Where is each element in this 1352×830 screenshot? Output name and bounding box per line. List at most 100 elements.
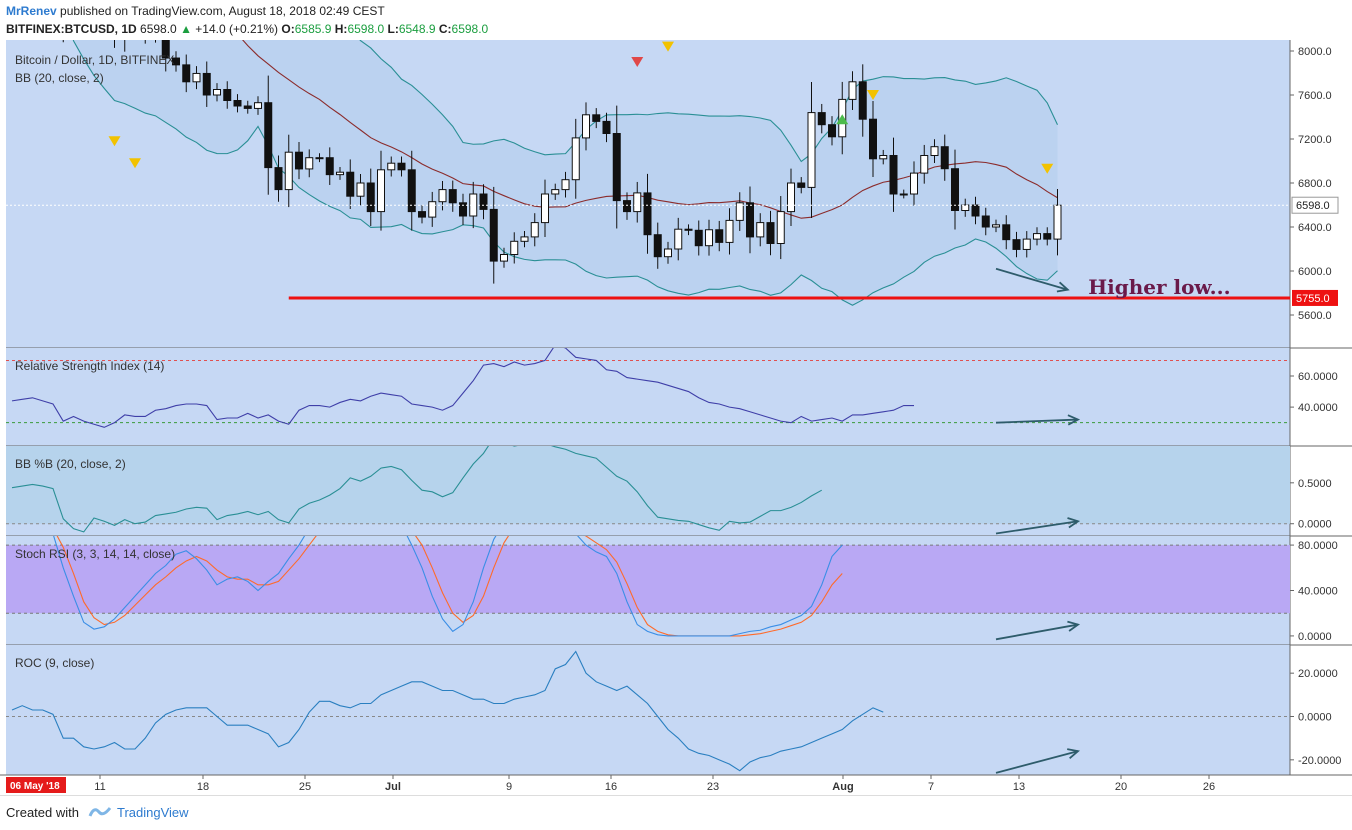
candle-body	[1053, 204, 1062, 240]
candle-body	[1012, 239, 1021, 250]
y-tick-label: 40.0000	[1298, 586, 1338, 598]
y-tick-label: 20.0000	[1298, 668, 1338, 680]
up-triangle-icon: ▲	[180, 22, 192, 36]
candle-body	[879, 155, 888, 160]
candle-body	[295, 151, 303, 170]
roc-panel	[6, 650, 1290, 774]
candle-body	[336, 171, 344, 176]
panel-background	[6, 348, 1290, 446]
candle-body	[1033, 233, 1041, 240]
publish-line: MrRenev published on TradingView.com, Au…	[6, 4, 385, 18]
candle-body	[766, 222, 775, 245]
trend-arrow-head	[1056, 281, 1070, 293]
candle-body	[940, 146, 949, 170]
candle-body	[776, 211, 785, 245]
x-tick-label: 20	[1115, 781, 1127, 793]
published-text: published on TradingView.com, August 18,…	[60, 4, 385, 18]
trend-arrow-line	[995, 267, 1069, 291]
candle-body	[602, 120, 611, 135]
y-tick-label: 0.0000	[1298, 712, 1332, 724]
candle-body	[489, 208, 498, 262]
candle-body	[899, 193, 908, 196]
bbpb-panel	[6, 446, 1290, 535]
candle-body	[807, 112, 816, 188]
bbpb-title: BB %B (20, close, 2)	[15, 457, 126, 471]
trend-arrow-line	[995, 418, 1079, 424]
candle-body	[889, 155, 898, 195]
rsi-panel	[6, 348, 1290, 428]
bbpb-line	[11, 446, 823, 533]
candle-body	[1043, 233, 1052, 240]
price-chart-title: Bitcoin / Dollar, 1D, BITFINEX	[15, 53, 174, 67]
candle-body	[705, 229, 713, 247]
y-tick-label: 6400.0	[1298, 222, 1332, 234]
candle-body	[746, 202, 754, 238]
bb-indicator-title: BB (20, close, 2)	[15, 71, 104, 85]
candle-body	[377, 169, 385, 213]
footer: Created with TradingView	[0, 795, 1352, 830]
candle-body	[479, 193, 488, 210]
candle-body	[428, 201, 437, 218]
candle-body	[233, 100, 242, 107]
tradingview-brand-link[interactable]: TradingView	[117, 805, 189, 820]
candle-body	[202, 72, 211, 96]
candle-body	[725, 219, 734, 243]
chart-canvas[interactable]: Higher low... Bitcoin / Dollar, 1D, BITFI…	[0, 40, 1352, 795]
candle-body	[469, 193, 478, 217]
candle-body	[356, 182, 365, 197]
candle-body	[643, 192, 652, 236]
candle-body	[981, 215, 990, 228]
candle-body	[633, 192, 642, 213]
y-tick-label: 7200.0	[1298, 134, 1332, 146]
last-price-tag	[1291, 196, 1339, 214]
candle-body	[510, 240, 519, 256]
candle-body	[315, 157, 324, 160]
candle-body	[366, 182, 375, 213]
candle-body	[243, 105, 252, 109]
high-label: H:	[334, 22, 348, 36]
trend-arrow-line	[995, 520, 1079, 535]
x-tick-label: 11	[94, 781, 105, 793]
bb-upper-band	[359, 40, 1058, 163]
candle-body	[694, 229, 703, 247]
trend-arrow-head	[1067, 414, 1081, 426]
x-tick-label: 7	[928, 781, 934, 793]
last-price: 6598.0	[140, 22, 177, 36]
last-price-tag-label: 6598.0	[1296, 200, 1330, 212]
close-value: 6598.0	[451, 22, 489, 36]
y-tick-label: 0.0000	[1298, 519, 1332, 531]
candle-body	[305, 157, 314, 170]
current-date-tag	[6, 777, 66, 793]
candle-body	[848, 81, 857, 100]
candle-body	[448, 189, 457, 204]
candle-body	[951, 168, 959, 211]
ohlc-line: BITFINEX:BTCUSD, 1D 6598.0 ▲ +14.0 (+0.2…	[6, 22, 488, 36]
created-with-label: Created with	[6, 805, 79, 820]
rsi-line	[11, 348, 914, 428]
y-tick-label: 0.0000	[1298, 631, 1332, 643]
x-tick-label: Aug	[832, 781, 853, 793]
y-tick-label: 60.0000	[1298, 371, 1338, 383]
candle-body	[971, 204, 980, 217]
price-change: +14.0 (+0.21%)	[195, 22, 279, 36]
candle-body	[797, 182, 806, 188]
candle-body	[192, 72, 201, 83]
x-tick-label: 9	[506, 781, 512, 793]
higher-low-annotation: Higher low...	[1088, 275, 1230, 299]
author-link[interactable]: MrRenev	[6, 4, 57, 18]
candle-body	[172, 57, 180, 66]
open-value: 6585.9	[294, 22, 332, 36]
close-label: C:	[438, 22, 452, 36]
candle-body	[592, 114, 601, 122]
tradingview-logo-icon	[88, 807, 112, 817]
fractal-marker-icon	[129, 158, 141, 169]
candle-body	[1002, 224, 1011, 241]
stoch-title: Stoch RSI (3, 3, 14, 14, close)	[15, 547, 175, 561]
candle-body	[623, 200, 631, 213]
time-axis-background	[0, 775, 1352, 795]
candle-body	[459, 202, 467, 217]
candle-body	[664, 248, 672, 258]
support-price-tag-label: 5755.0	[1296, 293, 1330, 305]
y-tick-label: 7600.0	[1298, 90, 1332, 102]
candle-body	[992, 224, 1000, 228]
